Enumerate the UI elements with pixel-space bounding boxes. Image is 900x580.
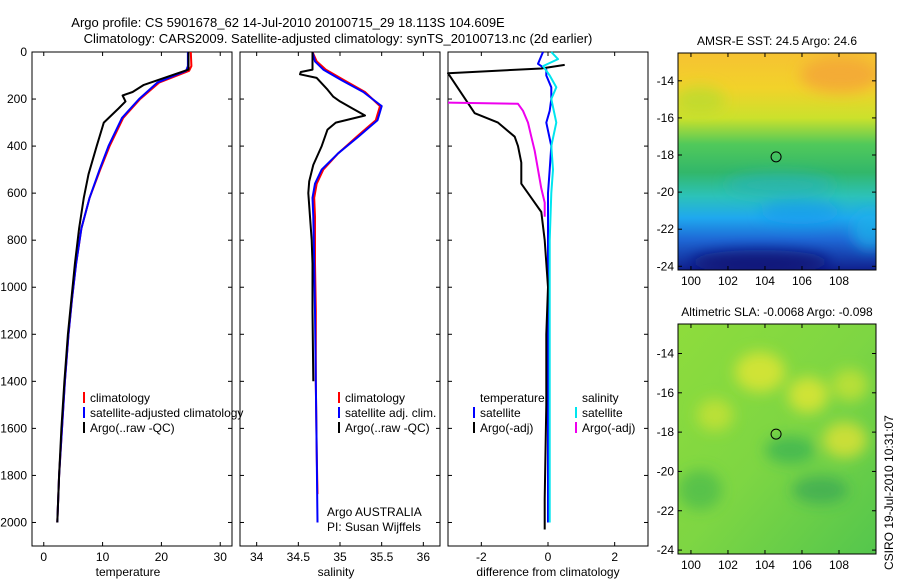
sst-map-panel: AMSR-E SST: 24.5 Argo: 24.6 100 102 104 106… xyxy=(657,34,877,288)
map-y-tick-label: -16 xyxy=(657,111,675,125)
map-y-tick-label: -20 xyxy=(657,185,675,199)
map-x-tick-label: 104 xyxy=(755,274,775,288)
series-temperature-argo-adj xyxy=(447,63,565,530)
x-tick-label: 0 xyxy=(40,550,47,564)
map-y-tick-label: -22 xyxy=(657,222,675,236)
series-satellite-adj-clim xyxy=(311,51,383,523)
map-y-tick-label: -18 xyxy=(657,425,675,439)
map-y-tick-label: -18 xyxy=(657,148,675,162)
map-y-tick-label: -24 xyxy=(657,259,675,273)
sst-map-title: AMSR-E SST: 24.5 Argo: 24.6 xyxy=(697,34,857,48)
sla-map-title: Altimetric SLA: -0.0068 Argo: -0.098 xyxy=(681,305,873,319)
x-tick-label: 0 xyxy=(545,550,552,564)
sla-map-frame xyxy=(677,323,877,555)
map-x-tick-label: 100 xyxy=(681,274,701,288)
series-argo-raw-qc xyxy=(299,52,366,382)
x-tick-label: 36 xyxy=(417,550,431,564)
series-salinity-argo-adj xyxy=(447,101,546,217)
difference-legend-temperature: temperature satellite Argo(-adj) xyxy=(473,391,545,435)
y-tick-label: 1800 xyxy=(0,468,27,482)
legend-label-argo: Argo(..raw -QC) xyxy=(345,421,430,435)
legend-label-climatology: climatology xyxy=(90,391,150,405)
temperature-xlabel: temperature xyxy=(96,565,161,579)
sla-map-panel: Altimetric SLA: -0.0068 Argo: -0.098 100… xyxy=(657,305,877,572)
difference-panel: -2 0 2 difference from climatology tempera… xyxy=(447,51,649,579)
map-x-tick-label: 102 xyxy=(718,274,738,288)
figure-title-line2: Climatology: CARS2009. Satellite-adjuste… xyxy=(84,31,593,46)
temperature-series xyxy=(56,51,193,523)
temperature-axes-box xyxy=(31,51,233,547)
salinity-axes-box xyxy=(239,51,441,547)
map-x-tick-label: 106 xyxy=(792,558,812,572)
sla-heatmap xyxy=(678,324,876,554)
legend-label-temp-satellite: satellite xyxy=(480,406,521,420)
y-tick-label: 1000 xyxy=(0,280,27,294)
series-climatology xyxy=(56,51,193,523)
x-tick-label: 35 xyxy=(333,550,347,564)
legend-label-climatology: climatology xyxy=(345,391,405,405)
legend-label-temp-argo: Argo(-adj) xyxy=(480,421,533,435)
map-x-tick-label: 108 xyxy=(829,558,849,572)
x-tick-label: -2 xyxy=(476,550,487,564)
x-tick-label: 34 xyxy=(250,550,264,564)
figure-title-line1: Argo profile: CS 5901678_62 14-Jul-2010 … xyxy=(71,15,505,30)
difference-legend-salinity: salinity satellite Argo(-adj) xyxy=(575,391,635,435)
salinity-xlabel: salinity xyxy=(318,565,355,579)
y-tick-label: 2000 xyxy=(0,515,27,529)
legend-label-satellite-adj: satellite adj. clim. xyxy=(345,406,436,420)
legend-label-sal-argo: Argo(-adj) xyxy=(582,421,635,435)
map-x-tick-label: 104 xyxy=(755,558,775,572)
x-tick-label: 34.5 xyxy=(287,550,311,564)
legend-label-sal-satellite: satellite xyxy=(582,406,623,420)
temperature-panel: 0 10 20 30 0 200 400 600 800 1000 1200 1400 1600 1800… xyxy=(0,45,243,579)
map-y-tick-label: -16 xyxy=(657,386,675,400)
map-x-tick-label: 106 xyxy=(792,274,812,288)
difference-series xyxy=(447,51,565,530)
series-salinity-satellite xyxy=(542,51,559,523)
legend-title-temperature: temperature xyxy=(480,391,545,405)
salinity-legend: climatology satellite adj. clim. Argo(..… xyxy=(338,391,436,435)
legend-title-salinity: salinity xyxy=(582,391,619,405)
difference-xlabel: difference from climatology xyxy=(476,565,619,579)
series-satellite-adjusted-climatology xyxy=(56,52,189,523)
salinity-panel: 34 34.5 35 35.5 36 salinity climatology sate… xyxy=(239,51,441,579)
y-tick-label: 200 xyxy=(7,92,27,106)
x-tick-label: 30 xyxy=(214,550,228,564)
argo-pi-label: PI: Susan Wijffels xyxy=(327,520,421,534)
x-tick-label: 2 xyxy=(611,550,618,564)
x-tick-label: 20 xyxy=(155,550,169,564)
salinity-series xyxy=(299,51,383,523)
y-tick-label: 0 xyxy=(20,45,27,59)
map-y-tick-label: -20 xyxy=(657,464,675,478)
y-tick-label: 400 xyxy=(7,139,27,153)
y-tick-label: 1200 xyxy=(0,327,27,341)
sst-heatmap xyxy=(678,53,876,270)
map-y-tick-label: -24 xyxy=(657,543,675,557)
argo-agency-label: Argo AUSTRALIA xyxy=(327,505,422,519)
x-tick-label: 10 xyxy=(96,550,110,564)
x-tick-label: 35.5 xyxy=(370,550,394,564)
map-y-tick-label: -14 xyxy=(657,74,675,88)
y-tick-label: 800 xyxy=(7,233,27,247)
sst-argo-location-marker xyxy=(770,151,782,163)
map-y-tick-label: -22 xyxy=(657,504,675,518)
sst-map-frame xyxy=(677,52,877,271)
map-x-tick-label: 102 xyxy=(718,558,738,572)
y-tick-label: 1600 xyxy=(0,421,27,435)
y-tick-label: 1400 xyxy=(0,374,27,388)
map-y-tick-label: -14 xyxy=(657,346,675,360)
legend-label-satellite-adjusted: satellite-adjusted climatology xyxy=(90,406,243,420)
legend-label-argo: Argo(..raw -QC) xyxy=(90,421,175,435)
temperature-legend: climatology satellite-adjusted climatolo… xyxy=(83,391,243,435)
csiro-timestamp: CSIRO 19-Jul-2010 10:31:07 xyxy=(882,415,896,570)
map-x-tick-label: 108 xyxy=(829,274,849,288)
series-argo-raw-qc xyxy=(56,52,190,523)
y-tick-label: 600 xyxy=(7,186,27,200)
map-x-tick-label: 100 xyxy=(681,558,701,572)
sla-argo-location-marker xyxy=(770,428,782,440)
